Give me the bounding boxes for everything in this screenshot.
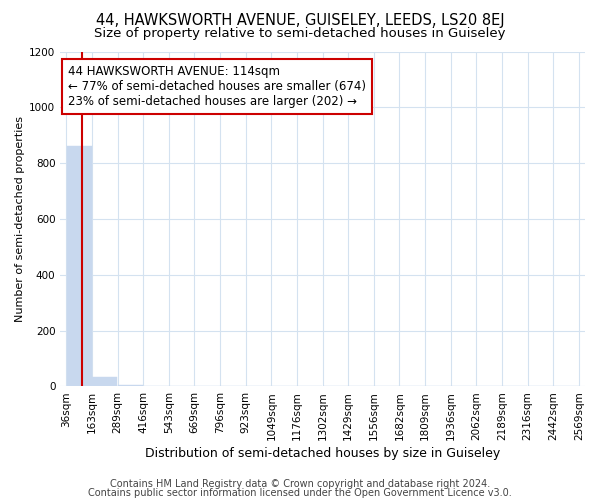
Text: Contains HM Land Registry data © Crown copyright and database right 2024.: Contains HM Land Registry data © Crown c… xyxy=(110,479,490,489)
Bar xyxy=(92,376,117,386)
Bar xyxy=(67,146,92,386)
Y-axis label: Number of semi-detached properties: Number of semi-detached properties xyxy=(15,116,25,322)
Text: Size of property relative to semi-detached houses in Guiseley: Size of property relative to semi-detach… xyxy=(94,28,506,40)
Text: 44, HAWKSWORTH AVENUE, GUISELEY, LEEDS, LS20 8EJ: 44, HAWKSWORTH AVENUE, GUISELEY, LEEDS, … xyxy=(95,12,505,28)
X-axis label: Distribution of semi-detached houses by size in Guiseley: Distribution of semi-detached houses by … xyxy=(145,447,500,460)
Text: 44 HAWKSWORTH AVENUE: 114sqm
← 77% of semi-detached houses are smaller (674)
23%: 44 HAWKSWORTH AVENUE: 114sqm ← 77% of se… xyxy=(68,65,366,108)
Text: Contains public sector information licensed under the Open Government Licence v3: Contains public sector information licen… xyxy=(88,488,512,498)
